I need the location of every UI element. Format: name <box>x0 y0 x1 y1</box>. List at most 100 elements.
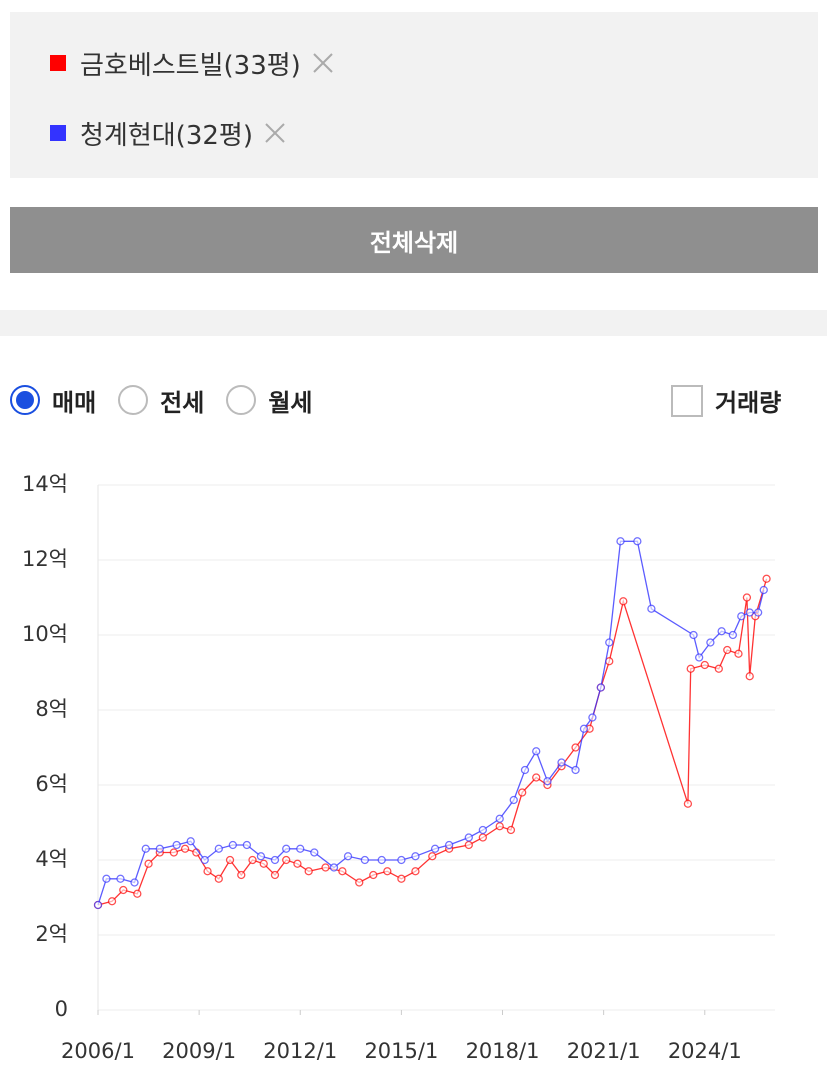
data-point <box>616 537 625 546</box>
data-point <box>714 664 723 673</box>
data-point <box>133 889 142 898</box>
data-point <box>571 743 580 752</box>
data-point <box>509 795 518 805</box>
radio[interactable] <box>118 385 149 415</box>
y-tick-label: 14억 <box>22 472 68 496</box>
x-tick-label: 2024/1 <box>668 1039 742 1063</box>
data-point <box>428 852 437 861</box>
data-point <box>689 630 698 640</box>
data-point <box>557 758 566 767</box>
data-point <box>464 833 473 842</box>
data-point <box>745 672 754 681</box>
data-point <box>169 848 178 857</box>
data-point <box>495 822 504 831</box>
data-point <box>256 852 266 861</box>
data-point <box>706 638 715 647</box>
radio[interactable] <box>10 385 40 415</box>
data-point <box>518 788 527 797</box>
data-point <box>745 608 754 617</box>
series-line <box>97 540 765 906</box>
data-point <box>543 777 552 786</box>
data-point <box>116 874 125 883</box>
radio-option[interactable]: 전세 <box>118 383 204 418</box>
data-point <box>397 855 406 865</box>
data-point <box>430 844 440 853</box>
data-point <box>596 683 605 692</box>
y-tick-label: 2억 <box>35 922 68 946</box>
x-tick-label: 2015/1 <box>364 1039 438 1063</box>
y-tick-label: 4억 <box>35 847 68 871</box>
legend-swatch <box>50 125 66 141</box>
data-point <box>343 852 353 861</box>
data-point <box>304 867 313 876</box>
data-point <box>532 747 541 756</box>
data-point <box>383 867 392 876</box>
data-point <box>293 859 302 868</box>
data-point <box>186 837 195 846</box>
data-point <box>683 799 693 808</box>
data-point <box>144 859 153 868</box>
remove-button[interactable] <box>311 51 335 75</box>
radio-label: 매매 <box>52 388 97 417</box>
selected-item: 금호베스트빌(33평) <box>50 46 335 81</box>
data-point <box>248 855 257 865</box>
data-point <box>360 855 370 865</box>
data-point <box>532 773 541 782</box>
x-tick-label: 2006/1 <box>61 1039 135 1063</box>
data-point <box>119 885 128 895</box>
data-point <box>762 574 771 583</box>
data-point <box>155 844 164 853</box>
data-point <box>734 649 743 658</box>
data-point <box>571 765 580 775</box>
data-point <box>520 765 530 775</box>
data-point <box>296 844 305 853</box>
data-point <box>579 724 589 733</box>
data-point <box>619 597 628 606</box>
data-point <box>742 593 752 602</box>
checkbox[interactable] <box>671 384 703 417</box>
separator <box>0 310 827 336</box>
data-point <box>203 867 212 876</box>
selection-panel: 금호베스트빌(33평) 청계현대(32평) <box>10 12 818 178</box>
data-point <box>411 867 420 876</box>
data-point <box>588 713 597 722</box>
data-point <box>686 664 695 673</box>
data-point <box>338 867 347 876</box>
data-point <box>107 897 117 906</box>
data-point <box>180 844 190 853</box>
radio[interactable] <box>226 385 257 415</box>
data-point <box>130 878 139 887</box>
data-point <box>478 825 488 835</box>
data-point <box>723 645 732 655</box>
data-point <box>214 874 223 883</box>
legend-swatch <box>50 55 66 71</box>
data-point <box>633 537 642 546</box>
data-point <box>141 844 150 853</box>
legend-label: 청계현대(32평) <box>80 120 253 151</box>
radio-option[interactable]: 월세 <box>226 383 313 418</box>
radio-option[interactable]: 매매 <box>10 383 96 418</box>
y-tick-label: 6억 <box>35 772 68 796</box>
data-point <box>695 653 704 662</box>
data-point <box>329 863 339 872</box>
y-tick-label: 10억 <box>22 622 68 646</box>
data-point <box>93 900 103 910</box>
data-point <box>759 585 768 595</box>
y-tick-label: 0 <box>55 997 68 1021</box>
data-point <box>737 612 746 621</box>
x-tick-label: 2021/1 <box>567 1039 641 1063</box>
remove-button[interactable] <box>263 121 287 145</box>
data-point <box>700 660 709 670</box>
data-point <box>282 855 291 865</box>
data-point <box>647 604 656 613</box>
data-point <box>355 878 364 887</box>
data-point <box>321 863 330 872</box>
x-tick-label: 2012/1 <box>263 1039 337 1063</box>
delete-all-button[interactable]: 전체삭제 <box>10 207 818 273</box>
y-tick-label: 12억 <box>22 547 68 571</box>
volume-checkbox[interactable]: 거래량 <box>671 383 781 418</box>
checkbox-label: 거래량 <box>715 389 782 417</box>
legend-label: 금호베스트빌(33평) <box>80 50 301 81</box>
radio-label: 전세 <box>160 388 205 417</box>
